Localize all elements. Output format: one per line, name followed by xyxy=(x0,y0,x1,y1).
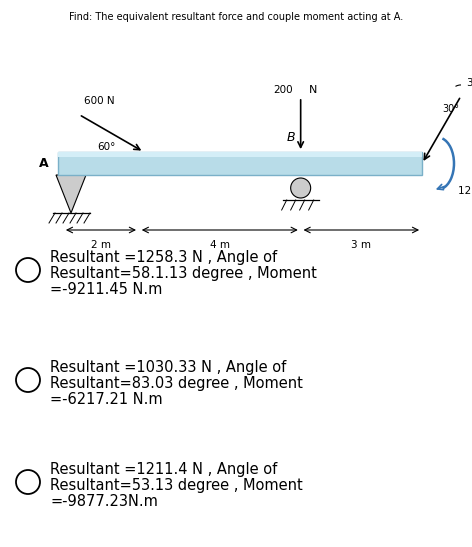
Text: B: B xyxy=(287,131,295,144)
Bar xyxy=(58,152,422,175)
Circle shape xyxy=(16,470,40,494)
Text: Resultant=53.13 degree , Moment: Resultant=53.13 degree , Moment xyxy=(50,478,303,493)
Text: =-6217.21 N.m: =-6217.21 N.m xyxy=(50,392,163,407)
Circle shape xyxy=(16,258,40,282)
Text: A: A xyxy=(39,157,49,170)
Text: 30°: 30° xyxy=(443,104,460,114)
Text: Find: The equivalent resultant force and couple moment acting at A.: Find: The equivalent resultant force and… xyxy=(69,12,403,22)
Text: =-9211.45 N.m: =-9211.45 N.m xyxy=(50,282,162,297)
Text: =-9877.23N.m: =-9877.23N.m xyxy=(50,494,158,509)
Circle shape xyxy=(291,178,311,198)
Text: Resultant =1258.3 N , Angle of: Resultant =1258.3 N , Angle of xyxy=(50,250,277,265)
Text: Resultant=58.1.13 degree , Moment: Resultant=58.1.13 degree , Moment xyxy=(50,266,317,281)
Text: 2 m: 2 m xyxy=(91,240,111,250)
Text: 350: 350 xyxy=(466,78,472,88)
Text: 4 m: 4 m xyxy=(210,240,230,250)
Text: 1250  N·m: 1250 N·m xyxy=(458,185,472,195)
Text: 3 m: 3 m xyxy=(351,240,371,250)
Text: Resultant =1211.4 N , Angle of: Resultant =1211.4 N , Angle of xyxy=(50,462,277,477)
Text: 60°: 60° xyxy=(97,143,115,153)
Text: Resultant =1030.33 N , Angle of: Resultant =1030.33 N , Angle of xyxy=(50,360,286,375)
Text: 200: 200 xyxy=(273,85,293,95)
Polygon shape xyxy=(56,175,86,213)
Circle shape xyxy=(16,368,40,392)
Text: Resultant=83.03 degree , Moment: Resultant=83.03 degree , Moment xyxy=(50,376,303,391)
Bar xyxy=(58,152,422,157)
Text: N: N xyxy=(309,85,317,95)
Text: 600 N: 600 N xyxy=(84,96,115,107)
